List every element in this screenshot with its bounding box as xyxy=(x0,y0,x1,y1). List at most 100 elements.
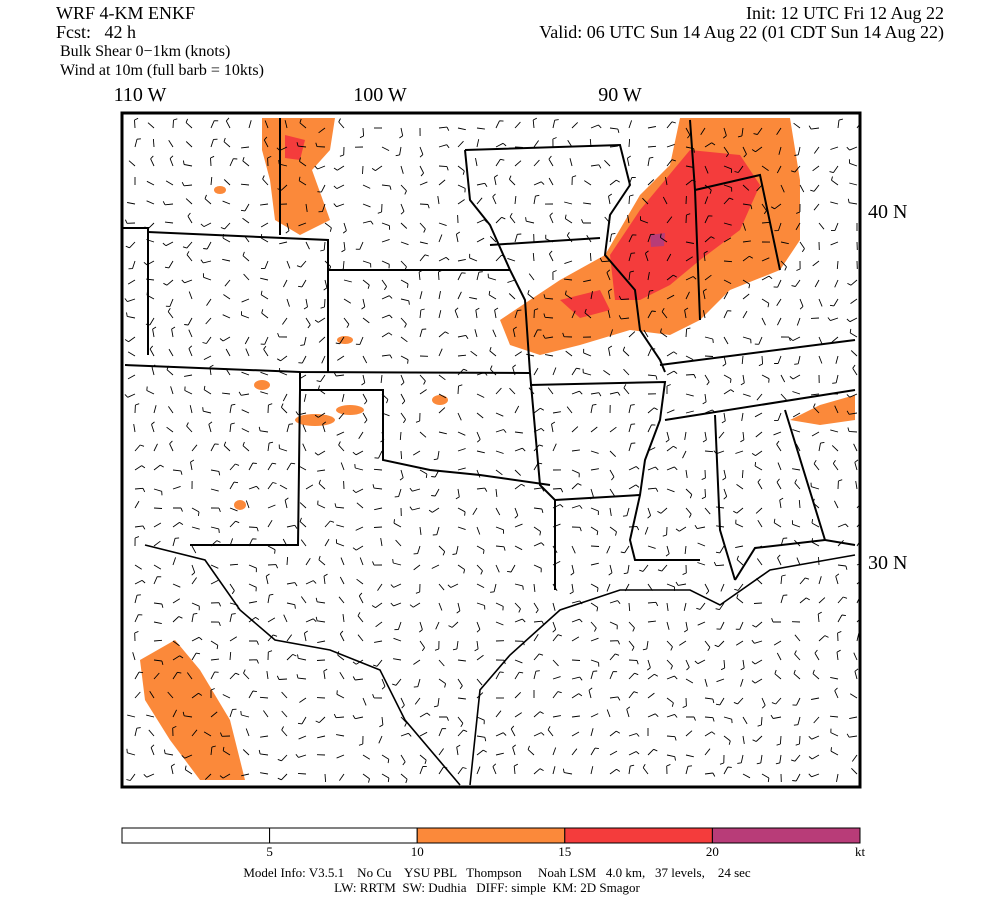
wind-barb xyxy=(409,602,421,608)
wind-barb xyxy=(512,326,517,338)
wind-barb xyxy=(742,336,752,344)
wind-barb xyxy=(644,250,649,262)
wind-barb xyxy=(352,715,364,720)
wind-barb xyxy=(172,507,183,512)
wind-barb xyxy=(836,260,839,270)
wind-barb xyxy=(374,507,383,511)
wind-barb xyxy=(400,336,408,343)
wind-barb xyxy=(685,754,694,758)
wind-barb xyxy=(277,754,288,762)
wind-barb xyxy=(203,355,212,361)
wind-barb xyxy=(381,279,387,291)
wind-barb xyxy=(222,694,231,699)
wind-barb xyxy=(148,729,155,737)
wind-barb xyxy=(222,392,231,395)
wind-barb xyxy=(298,735,307,740)
wind-barb xyxy=(751,659,763,665)
wind-barb xyxy=(229,563,239,566)
wind-barb xyxy=(190,459,195,471)
wind-barb xyxy=(167,691,174,699)
wind-barb xyxy=(628,404,635,414)
wind-barb xyxy=(590,426,598,433)
wind-barb xyxy=(742,773,751,779)
wind-barb xyxy=(715,697,725,706)
wind-barb xyxy=(590,291,593,300)
wind-barb xyxy=(153,672,160,680)
wind-barb xyxy=(704,215,713,224)
wind-barb xyxy=(400,754,406,766)
wind-barb xyxy=(733,507,744,514)
wind-barb xyxy=(771,618,781,623)
wind-barb xyxy=(812,669,820,680)
wind-barb xyxy=(419,222,426,233)
wind-barb xyxy=(229,672,240,680)
wind-barb xyxy=(153,576,162,585)
wind-barb xyxy=(200,259,212,264)
wind-barb xyxy=(752,735,763,742)
wind-barb xyxy=(457,659,466,662)
wind-barb xyxy=(305,203,308,212)
wind-barb xyxy=(248,564,257,573)
wind-barb xyxy=(299,118,307,129)
wind-barb xyxy=(659,233,668,243)
wind-barb xyxy=(853,652,858,661)
wind-barb xyxy=(542,334,554,339)
wind-barb xyxy=(796,260,801,271)
wind-barb xyxy=(723,336,729,345)
wind-barb xyxy=(837,523,849,528)
wind-barb xyxy=(590,670,598,680)
wind-barb xyxy=(487,273,497,281)
wind-barb xyxy=(685,127,691,139)
wind-barb xyxy=(400,450,403,460)
wind-barb xyxy=(571,715,580,718)
shade-red xyxy=(610,150,760,300)
wind-barb xyxy=(127,202,136,205)
wind-barb xyxy=(666,488,675,493)
wind-barb xyxy=(134,594,141,604)
wind-barb xyxy=(352,545,364,551)
wind-barb xyxy=(736,555,744,566)
wind-barb xyxy=(172,709,178,718)
wind-barb xyxy=(240,203,250,212)
wind-barb xyxy=(165,180,174,186)
wind-barb xyxy=(333,713,345,719)
wind-barb xyxy=(133,424,136,433)
wind-barb xyxy=(338,118,345,129)
wind-barb xyxy=(124,393,136,398)
wind-barb xyxy=(817,611,822,623)
wind-barb xyxy=(751,678,763,684)
wind-barb xyxy=(798,499,801,509)
wind-barb xyxy=(492,329,497,338)
wind-barb xyxy=(128,260,136,270)
wind-barb xyxy=(356,578,364,585)
wind-barb xyxy=(153,507,163,509)
wind-barb xyxy=(242,441,250,452)
wind-barb xyxy=(223,441,231,452)
wind-barb xyxy=(795,222,801,231)
wind-barb xyxy=(685,256,693,262)
wind-barb xyxy=(371,602,383,608)
wind-barb xyxy=(245,728,250,737)
wind-barb xyxy=(571,505,583,509)
wind-barb xyxy=(419,254,429,262)
wind-barb xyxy=(851,754,858,762)
wind-barb xyxy=(400,241,409,246)
wind-barb xyxy=(323,279,328,291)
wind-barb xyxy=(832,374,839,384)
wind-barb xyxy=(395,146,402,157)
wind-barb xyxy=(514,483,526,490)
wind-barb xyxy=(317,184,326,193)
longitude-label: 100 W xyxy=(353,84,407,106)
wind-barb xyxy=(400,165,404,174)
wind-barb xyxy=(723,488,728,500)
wind-barb xyxy=(623,564,630,575)
wind-barb xyxy=(438,659,445,667)
wind-barb xyxy=(342,614,345,623)
wind-barb xyxy=(489,346,497,357)
wind-barb xyxy=(813,716,820,724)
wind-barb xyxy=(704,236,715,243)
wind-barb xyxy=(400,184,407,195)
wind-barb xyxy=(415,583,421,594)
wind-barb xyxy=(834,687,839,699)
wind-barb xyxy=(723,222,732,226)
